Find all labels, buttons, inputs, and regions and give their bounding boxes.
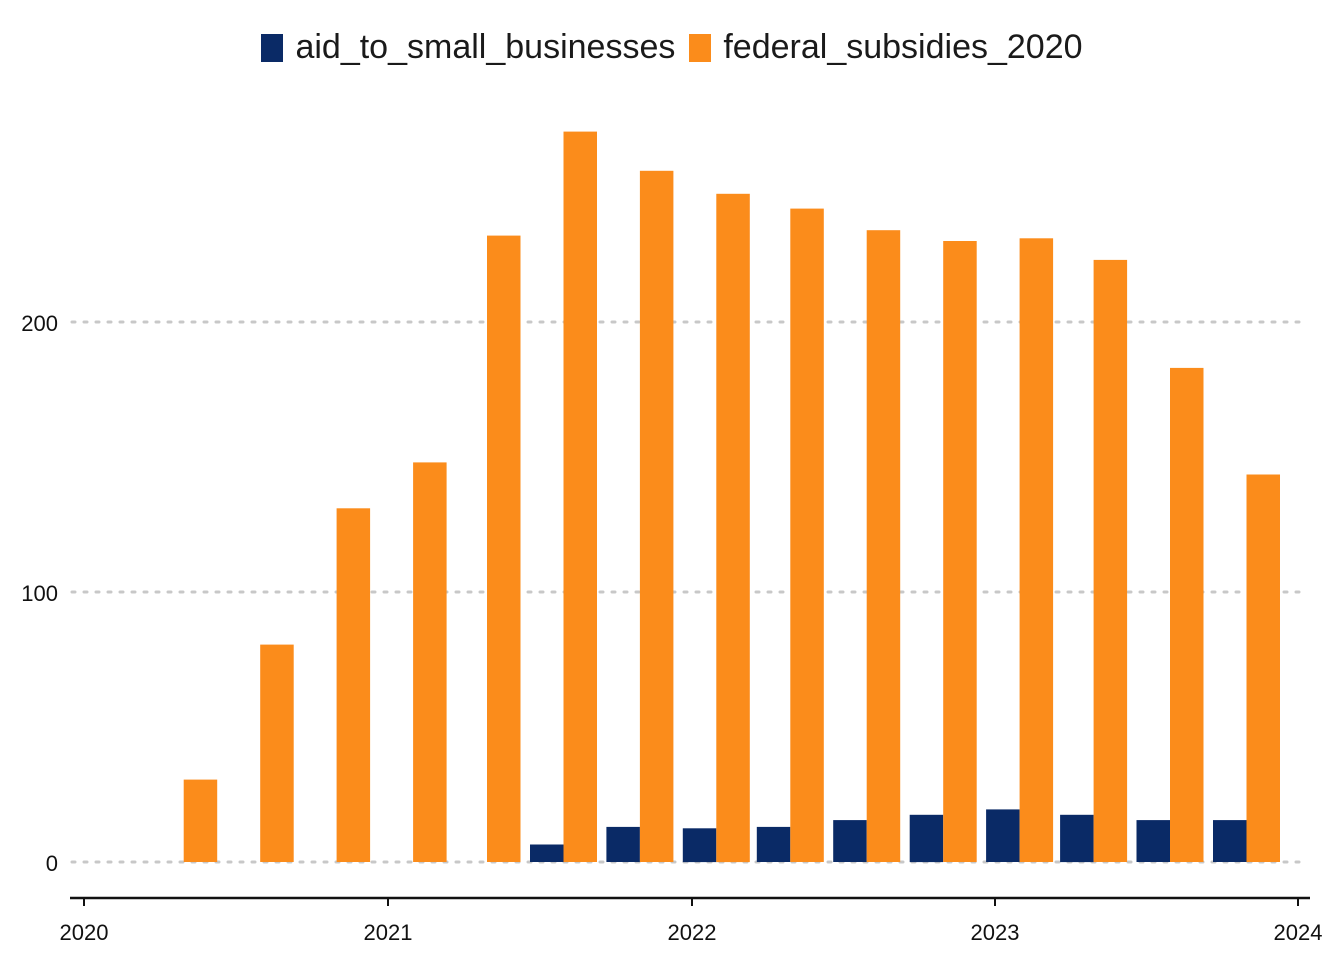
aid-bar <box>1060 814 1094 863</box>
aid-bar <box>682 828 717 863</box>
subsidies-bar <box>487 235 521 863</box>
aid-bar <box>986 809 1020 862</box>
aid-bar <box>530 844 564 862</box>
subsidies-bar <box>1170 367 1204 862</box>
subsidies-bar <box>866 230 901 862</box>
aid-bar <box>909 814 944 863</box>
bars <box>183 131 1280 863</box>
aid-bar <box>606 826 640 862</box>
subsidies-bar <box>639 170 674 863</box>
legend-label-subsidies: federal_subsidies_2020 <box>723 28 1083 66</box>
x-axis: 2020 2021 2022 2023 2024 <box>60 896 1323 945</box>
x-tick-label: 2024 <box>1274 920 1323 945</box>
x-tick-label: 2020 <box>60 920 109 945</box>
subsidies-bar <box>563 131 597 863</box>
x-tick-label: 2022 <box>668 920 717 945</box>
aid-bar <box>833 820 867 862</box>
subsidies-bar <box>1093 259 1128 862</box>
subsidies-bar <box>413 462 447 862</box>
subsidies-bar <box>336 508 371 862</box>
legend-item-aid: aid_to_small_businesses <box>261 28 675 67</box>
legend-label-aid: aid_to_small_businesses <box>295 28 676 66</box>
aid-bar <box>756 826 791 862</box>
legend-swatch-subsidies <box>689 33 712 62</box>
legend-swatch-aid <box>261 33 284 62</box>
x-tick-label: 2021 <box>364 920 413 945</box>
y-axis: 0 100 200 <box>21 311 58 876</box>
subsidies-bar <box>790 208 824 863</box>
subsidies-bar <box>1019 238 1054 863</box>
y-tick-label: 100 <box>21 581 58 606</box>
aid-bar <box>1213 820 1247 862</box>
subsidies-bar <box>943 241 977 862</box>
aid-bar <box>1136 820 1170 862</box>
y-tick-label: 200 <box>21 311 58 336</box>
chart-legend: aid_to_small_businesses federal_subsidie… <box>0 28 1344 67</box>
legend-item-subsidies: federal_subsidies_2020 <box>689 28 1083 67</box>
subsidies-bar <box>260 644 294 862</box>
subsidies-bar <box>716 193 750 863</box>
x-tick-label: 2023 <box>971 920 1020 945</box>
subsidies-bar <box>183 779 218 862</box>
subsidies-bar <box>1246 474 1280 862</box>
y-tick-label: 0 <box>46 851 58 876</box>
